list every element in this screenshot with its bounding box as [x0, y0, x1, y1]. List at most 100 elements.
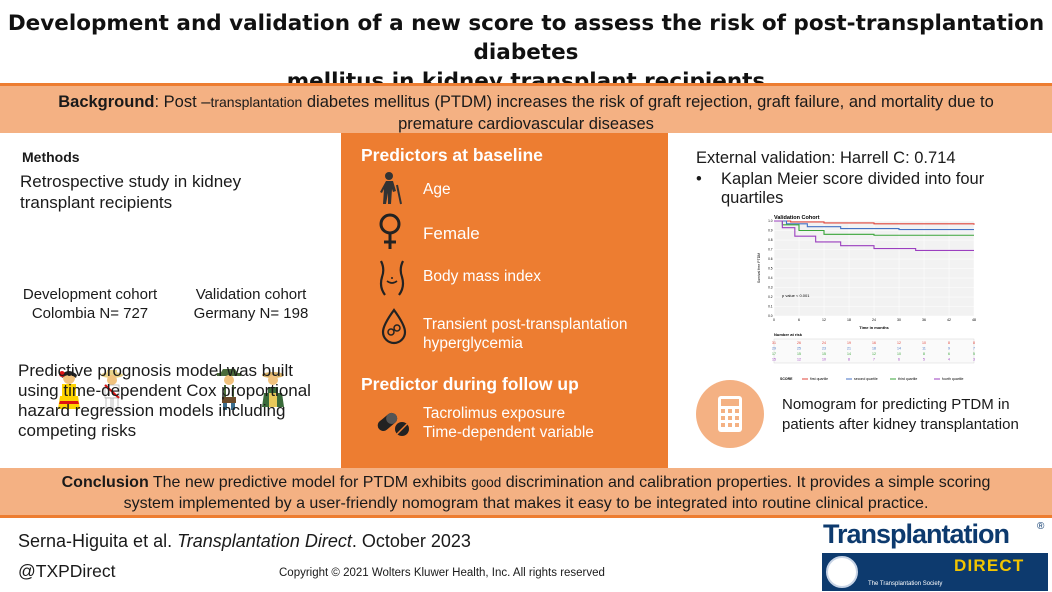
- development-cohort: Development cohort Colombia N= 727: [10, 285, 170, 323]
- risk-cell: 14: [847, 352, 851, 356]
- risk-cell: 3: [973, 358, 975, 362]
- y-tick-label: 0.1: [768, 305, 773, 309]
- risk-cell: 15: [772, 358, 776, 362]
- chart-ylabel: Survival free PTDM: [757, 253, 761, 283]
- background-line-2: premature cardiovascular diseases: [398, 115, 654, 133]
- kaplan-meier-note: • Kaplan Meier score divided into four q…: [696, 170, 1036, 208]
- background-label: Background: [58, 93, 155, 111]
- development-cohort-size: Colombia N= 727: [31, 305, 149, 322]
- risk-cell: 8: [948, 341, 950, 345]
- body-silhouette-icon: [379, 260, 405, 296]
- risk-cell: 9: [948, 347, 950, 351]
- risk-cell: 10: [922, 341, 926, 345]
- x-ticks: 0 6 12 18 24 30 36 42 48: [773, 318, 976, 322]
- x-tick-label: 12: [822, 318, 826, 322]
- y-tick-label: 0.3: [768, 286, 773, 290]
- risk-cell: 8: [923, 352, 925, 356]
- blood-drop-icon: [381, 308, 407, 345]
- society-seal-icon: [826, 556, 858, 588]
- conclusion-line-2: system implemented by a user-friendly no…: [123, 495, 929, 512]
- risk-cell: 12: [872, 352, 876, 356]
- y-tick-label: 1.0: [768, 219, 773, 223]
- twitter-handle[interactable]: @TXPDirect: [18, 561, 116, 581]
- background-band: Background: Post –transplantation diabet…: [0, 83, 1052, 133]
- series-line-second-quartile: [774, 220, 974, 231]
- y-tick-label: 0.2: [768, 295, 773, 299]
- risk-cell: 12: [897, 341, 901, 345]
- risk-cell: 5: [923, 358, 925, 362]
- validation-panel: External validation: Harrell C: 0.714 • …: [668, 133, 1052, 468]
- risk-cell: 12: [797, 358, 801, 362]
- risk-cell: 10: [897, 352, 901, 356]
- conclusion-label: Conclusion: [61, 474, 149, 491]
- logo-bar: [822, 553, 1048, 591]
- x-tick-label: 24: [872, 318, 876, 322]
- risk-cell: 25: [797, 347, 801, 351]
- legend: first quartile second quartile third quart…: [802, 377, 963, 381]
- risk-cell: 15: [797, 352, 801, 356]
- background-small: transplantation: [210, 94, 303, 110]
- title-line-1: Development and validation of a new scor…: [7, 11, 1045, 65]
- risk-cell: 26: [797, 341, 801, 345]
- validation-cohort-size: Germany N= 198: [193, 305, 309, 322]
- kaplan-meier-text: Kaplan Meier score divided into four qua…: [721, 170, 985, 207]
- y-tick-label: 0.5: [768, 267, 773, 271]
- female-symbol-icon: [379, 213, 401, 249]
- elderly-person-icon: [380, 172, 402, 205]
- risk-cell: 16: [872, 341, 876, 345]
- citation-authors: Serna-Higuita et al.: [18, 531, 178, 551]
- legend-label-fourth-quartile: fourth quartile: [942, 377, 963, 381]
- harrell-c: External validation: Harrell C: 0.714: [696, 149, 956, 167]
- x-tick-label: 30: [897, 318, 901, 322]
- validation-cohort: Validation cohort Germany N= 198: [180, 285, 322, 323]
- conclusion-line-1: Conclusion The new predictive model for …: [0, 472, 1052, 493]
- methods-panel: Methods Retrospective study in kidney tr…: [0, 133, 340, 468]
- risk-table-title: Number at risk: [774, 332, 803, 337]
- conclusion-part-1: The new predictive model for PTDM exhibi…: [148, 474, 472, 491]
- development-cohort-title: Development cohort: [22, 286, 158, 303]
- risk-cell: 8: [973, 341, 975, 345]
- predictor-bmi: Body mass index: [423, 268, 542, 285]
- nomogram-text: Nomogram for predicting PTDM in patients…: [782, 396, 1019, 433]
- risk-table-box: [773, 338, 975, 364]
- tacrolimus-line-1: Tacrolimus exposure: [423, 405, 566, 422]
- p-value: p value < 0.001: [782, 293, 810, 298]
- y-tick-label: 0.9: [768, 229, 773, 233]
- calculator-circle: [696, 380, 764, 448]
- model-description: Predictive prognosis model was built usi…: [18, 361, 311, 440]
- x-tick-label: 48: [972, 318, 976, 322]
- logo-direct: DIRECT: [954, 556, 1025, 575]
- risk-cell: 18: [872, 347, 876, 351]
- risk-cell: 24: [822, 341, 826, 345]
- german-man-icon: [217, 369, 241, 410]
- predictor-female: Female: [423, 224, 480, 243]
- colombian-woman-icon: [58, 371, 80, 409]
- background-line-1: Background: Post –transplantation diabet…: [0, 91, 1052, 113]
- conclusion-small: good: [471, 475, 502, 490]
- risk-cell: 31: [772, 341, 776, 345]
- x-tick-label: 18: [847, 318, 851, 322]
- risk-cell: 10: [822, 358, 826, 362]
- x-tick-label: 0: [773, 318, 775, 322]
- risk-cell: 8: [848, 358, 850, 362]
- colombian-man-icon: [101, 370, 123, 410]
- km-chart: Validation Cohort Survival free PTDM 1.0…: [757, 215, 976, 381]
- predictor-age: Age: [423, 181, 451, 198]
- infographic-title: Development and validation of a new scor…: [0, 0, 1052, 94]
- risk-cell: 5: [973, 352, 975, 356]
- predictors-heading: Predictors at baseline: [361, 145, 543, 165]
- citation: Serna-Higuita et al. Transplantation Dir…: [18, 531, 471, 552]
- risk-cell: 14: [897, 347, 901, 351]
- risk-cell: 7: [873, 358, 875, 362]
- risk-cell: 7: [973, 347, 975, 351]
- logo-registered: ®: [1037, 521, 1045, 532]
- background-rest: diabetes mellitus (PTDM) increases the r…: [302, 93, 994, 111]
- y-tick-label: 0.7: [768, 248, 773, 252]
- bullet: •: [696, 170, 702, 188]
- risk-cell: 23: [822, 347, 826, 351]
- series-lines: [774, 220, 975, 251]
- x-tick-label: 36: [922, 318, 926, 322]
- legend-label-first-quartile: first quartile: [810, 377, 828, 381]
- methods-heading: Methods: [22, 149, 80, 165]
- tacrolimus-line-2: Time-dependent variable: [423, 424, 594, 441]
